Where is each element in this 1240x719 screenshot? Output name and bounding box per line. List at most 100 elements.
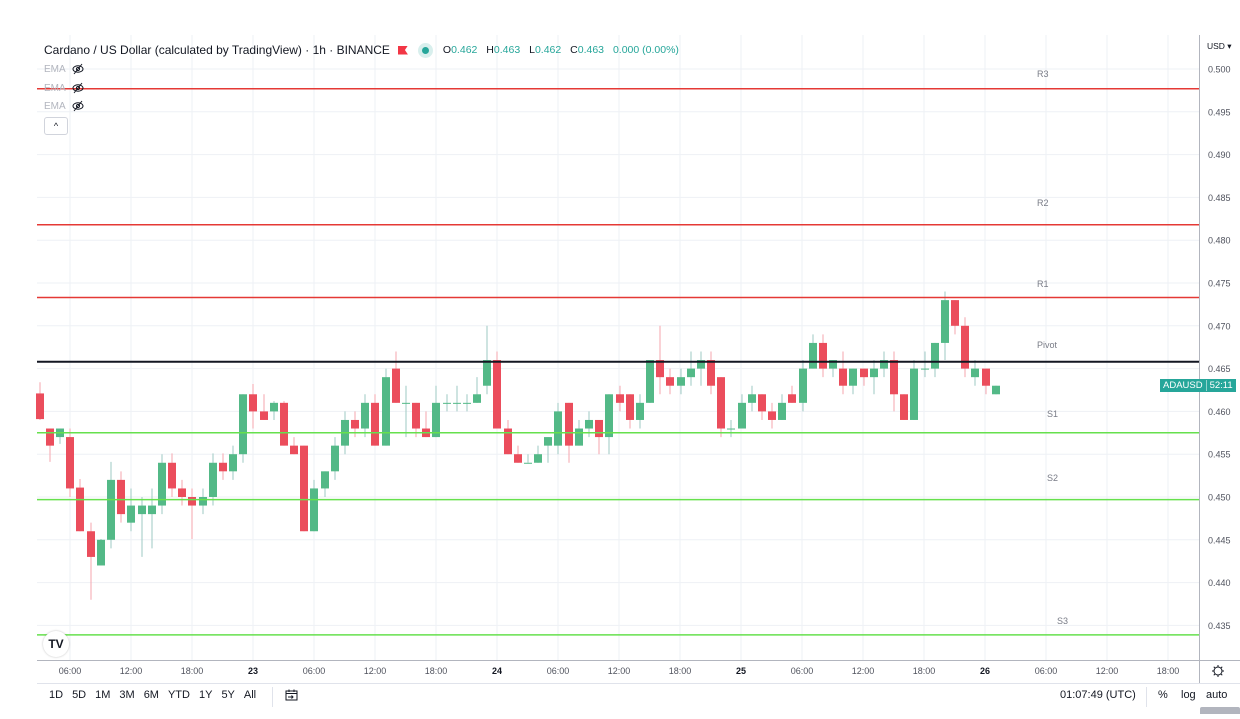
candle-up[interactable] (585, 419, 593, 429)
candle-down[interactable] (280, 402, 288, 446)
settings-gear-icon[interactable] (1220, 666, 1223, 669)
candle-down[interactable] (890, 360, 898, 395)
candle-down[interactable] (860, 368, 868, 378)
range-ytd-button[interactable]: YTD (167, 689, 190, 701)
candle-up[interactable] (361, 402, 369, 429)
candle-up[interactable] (97, 539, 105, 566)
candle-up[interactable] (463, 402, 471, 404)
candle-down[interactable] (178, 488, 186, 497)
candle-up[interactable] (107, 479, 115, 540)
candle-up[interactable] (209, 462, 217, 497)
candle-up[interactable] (443, 402, 451, 404)
candle-up[interactable] (402, 402, 410, 404)
candle-up[interactable] (748, 394, 756, 403)
candle-down[interactable] (758, 394, 766, 412)
log-scale-toggle[interactable]: log (1181, 689, 1196, 701)
candle-down[interactable] (260, 411, 268, 420)
candle-down[interactable] (219, 462, 227, 472)
candle-down[interactable] (900, 394, 908, 420)
eye-hidden-icon[interactable] (72, 82, 84, 94)
candle-up[interactable] (575, 428, 583, 446)
candle-down[interactable] (188, 497, 196, 506)
candle-up[interactable] (931, 342, 939, 369)
range-1m-button[interactable]: 1M (95, 689, 111, 701)
candle-down[interactable] (117, 479, 125, 515)
candle-up[interactable] (524, 462, 532, 464)
collapse-indicators-button[interactable]: ^ (44, 117, 68, 135)
candle-down[interactable] (707, 360, 715, 386)
range-6m-button[interactable]: 6M (143, 689, 159, 701)
candle-down[interactable] (514, 454, 522, 463)
range-5d-button[interactable]: 5D (72, 689, 87, 701)
range-all-button[interactable]: All (243, 689, 257, 701)
candle-down[interactable] (717, 377, 725, 429)
candle-down[interactable] (300, 445, 308, 532)
settings-gear-icon[interactable] (1220, 673, 1223, 676)
candle-up[interactable] (880, 360, 888, 369)
indicator-ema-3[interactable]: EMA (44, 100, 84, 112)
candle-up[interactable] (199, 497, 207, 506)
candle-down[interactable] (249, 394, 257, 412)
candle-up[interactable] (270, 402, 278, 412)
candle-down[interactable] (565, 402, 573, 446)
candle-up[interactable] (534, 454, 542, 463)
candle-down[interactable] (76, 487, 84, 532)
candle-up[interactable] (799, 368, 807, 403)
candle-up[interactable] (382, 377, 390, 446)
candle-up[interactable] (229, 454, 237, 472)
range-1y-button[interactable]: 1Y (198, 689, 213, 701)
indicator-ema-1[interactable]: EMA (44, 63, 84, 75)
candle-up[interactable] (727, 428, 735, 430)
candle-up[interactable] (605, 394, 613, 438)
settings-gear-icon[interactable] (1213, 666, 1223, 676)
candle-up[interactable] (636, 402, 644, 420)
candle-up[interactable] (941, 300, 949, 343)
scrollbar-thumb[interactable] (1200, 707, 1240, 714)
candle-up[interactable] (971, 368, 979, 378)
eye-hidden-icon[interactable] (72, 63, 84, 75)
candle-up[interactable] (992, 385, 1000, 395)
candle-up[interactable] (829, 360, 837, 369)
candle-up[interactable] (483, 360, 491, 386)
candle-up[interactable] (453, 402, 461, 404)
range-5y-button[interactable]: 5Y (221, 689, 235, 701)
range-1d-button[interactable]: 1D (49, 689, 64, 701)
candle-up[interactable] (473, 394, 481, 403)
candle-down[interactable] (290, 445, 298, 455)
candle-up[interactable] (331, 445, 339, 472)
candle-down[interactable] (839, 368, 847, 386)
candle-up[interactable] (849, 368, 857, 386)
candle-down[interactable] (36, 393, 44, 420)
candle-up[interactable] (697, 360, 705, 369)
candle-down[interactable] (87, 531, 95, 557)
candle-up[interactable] (321, 471, 329, 489)
candle-down[interactable] (819, 342, 827, 369)
candle-up[interactable] (870, 368, 878, 378)
candle-down[interactable] (504, 428, 512, 455)
candle-up[interactable] (148, 505, 156, 515)
symbol-title[interactable]: Cardano / US Dollar (calculated by Tradi… (44, 43, 390, 57)
candle-down[interactable] (46, 428, 54, 446)
currency-selector[interactable]: USD ▾ (1207, 41, 1232, 51)
auto-scale-toggle[interactable]: auto (1206, 689, 1228, 701)
candle-up[interactable] (809, 342, 817, 369)
candle-up[interactable] (921, 368, 929, 370)
candle-down[interactable] (768, 411, 776, 420)
candle-down[interactable] (626, 394, 634, 420)
indicator-ema-2[interactable]: EMA (44, 82, 84, 94)
candle-up[interactable] (646, 360, 654, 403)
range-3m-button[interactable]: 3M (119, 689, 135, 701)
utc-clock[interactable]: 01:07:49 (UTC) (1060, 689, 1136, 701)
candle-down[interactable] (595, 419, 603, 438)
candle-down[interactable] (961, 325, 969, 369)
eye-hidden-icon[interactable] (72, 100, 84, 112)
flag-icon[interactable] (397, 45, 408, 55)
settings-gear-icon[interactable] (1213, 673, 1216, 676)
candle-up[interactable] (544, 437, 552, 446)
candle-up[interactable] (158, 462, 166, 506)
candle-down[interactable] (666, 377, 674, 386)
percent-scale-toggle[interactable]: % (1158, 689, 1168, 701)
candle-down[interactable] (351, 419, 359, 429)
candle-up[interactable] (687, 368, 695, 378)
